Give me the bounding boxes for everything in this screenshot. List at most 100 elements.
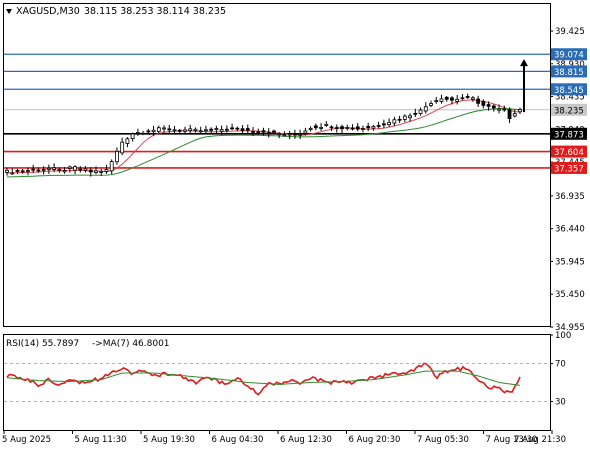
- rsi-tick-label: 70: [555, 360, 566, 370]
- price-tag-text: 38.545: [554, 86, 584, 96]
- price-tick-label: 39.425: [555, 27, 585, 37]
- main-panel-frame: [3, 3, 551, 327]
- price-tick-label: 36.935: [555, 192, 585, 202]
- candle-body: [88, 169, 93, 173]
- candle-body: [214, 128, 219, 131]
- candle-body: [41, 169, 46, 171]
- candle-body: [141, 132, 146, 135]
- price-tag-39.074: [551, 48, 587, 61]
- candle-body: [20, 170, 25, 173]
- candle-body: [240, 128, 245, 132]
- candle-body: [120, 141, 125, 154]
- candle-body: [293, 133, 297, 136]
- candle-body: [287, 133, 292, 136]
- candle-body: [418, 109, 423, 114]
- candle-body: [245, 128, 250, 131]
- price-tag-text: 38.815: [554, 68, 584, 78]
- time-axis: 5 Aug 2025 5 Aug 11:30 5 Aug 19:30 6 Aug 04…: [2, 430, 566, 445]
- candle-body: [439, 98, 444, 102]
- time-tick-label: 5 Aug 11:30: [75, 435, 127, 445]
- candle-body: [204, 129, 208, 132]
- candle-body: [251, 130, 255, 133]
- candle-body: [224, 128, 229, 131]
- candle-body: [298, 133, 303, 136]
- candle-body: [130, 133, 135, 140]
- candle-body: [518, 109, 522, 113]
- candle-body: [434, 100, 439, 103]
- level-lines: [4, 53, 550, 169]
- rsi-tick-label: 100: [555, 331, 571, 341]
- candle-body: [408, 115, 412, 119]
- price-tag-text: 39.074: [554, 51, 584, 61]
- candle-body: [355, 126, 360, 130]
- candle-body: [235, 127, 240, 130]
- candle-body: [219, 129, 224, 132]
- candle-body: [324, 123, 329, 126]
- triangle-down-icon[interactable]: [6, 9, 12, 14]
- time-tick-label: 6 Aug 12:30: [280, 435, 332, 445]
- rsi-label: RSI(14) 55.7897: [6, 339, 79, 349]
- candle-body: [465, 96, 470, 98]
- time-tick-label: 7 Aug 13:30: [486, 435, 538, 445]
- ma-slow-line: [6, 107, 521, 178]
- price-tag-38.545: [551, 83, 587, 96]
- candle-body: [476, 98, 481, 104]
- candle-body: [198, 130, 203, 133]
- candle-body: [151, 129, 156, 133]
- price-tag-37.873: [551, 127, 587, 140]
- candle-body: [183, 129, 187, 132]
- candle-body: [146, 130, 151, 133]
- candle-body: [125, 138, 130, 144]
- candle-body: [402, 115, 407, 120]
- candle-body: [308, 128, 313, 131]
- candle-body: [429, 103, 433, 106]
- candle-body: [46, 167, 51, 170]
- candle-body: [329, 126, 334, 129]
- candle-body: [73, 166, 77, 171]
- candle-body: [193, 128, 198, 131]
- price-tag-37.604: [551, 145, 587, 158]
- candle-body: [31, 168, 36, 171]
- rsi-tick-label: 30: [555, 398, 566, 408]
- candle-body: [340, 126, 344, 130]
- candle-body: [397, 118, 402, 121]
- time-tick-label: 7 Aug 05:30: [417, 435, 469, 445]
- candle-body: [319, 127, 323, 129]
- candle-body: [109, 161, 114, 172]
- candle-body: [94, 170, 98, 173]
- moving-averages: [6, 99, 521, 178]
- price-tag-37.357: [551, 161, 587, 174]
- level-price-tags: 39.074 38.815 38.545 37.873 37.604 37.357 38.2…: [551, 48, 587, 174]
- candle-body: [507, 109, 512, 119]
- candle-body: [371, 125, 376, 129]
- candle-body: [512, 113, 517, 117]
- candle-body: [345, 127, 350, 129]
- candle-body: [62, 170, 67, 173]
- price-tick-label: 36.440: [555, 225, 585, 235]
- price-tick-label: 38.930: [555, 60, 585, 70]
- candle-body: [502, 108, 507, 111]
- candle-body: [423, 106, 428, 112]
- candle-body: [230, 127, 234, 130]
- candle-body: [162, 127, 166, 130]
- candle-body: [387, 122, 392, 126]
- candle-body: [455, 98, 460, 102]
- arrow-head-icon: [520, 59, 528, 67]
- candle-body: [209, 128, 214, 131]
- candle-body: [376, 125, 381, 127]
- candle-body: [78, 168, 83, 171]
- candle-body: [366, 125, 371, 129]
- time-tick-label: 6 Aug 20:30: [349, 435, 401, 445]
- candle-body: [83, 168, 88, 171]
- rsi-series-RSI(14): [6, 362, 521, 396]
- price-tag-text: 37.604: [554, 148, 584, 158]
- candle-body: [481, 100, 486, 106]
- candle-body: [266, 131, 271, 135]
- candle-body: [282, 134, 287, 137]
- candle-body: [261, 130, 266, 133]
- candle-body: [156, 127, 161, 132]
- candle-body: [486, 104, 491, 107]
- price-tag-text: 37.357: [554, 164, 584, 174]
- time-tick-label: 7 Aug 21:30: [514, 435, 566, 445]
- candle-body: [52, 167, 57, 170]
